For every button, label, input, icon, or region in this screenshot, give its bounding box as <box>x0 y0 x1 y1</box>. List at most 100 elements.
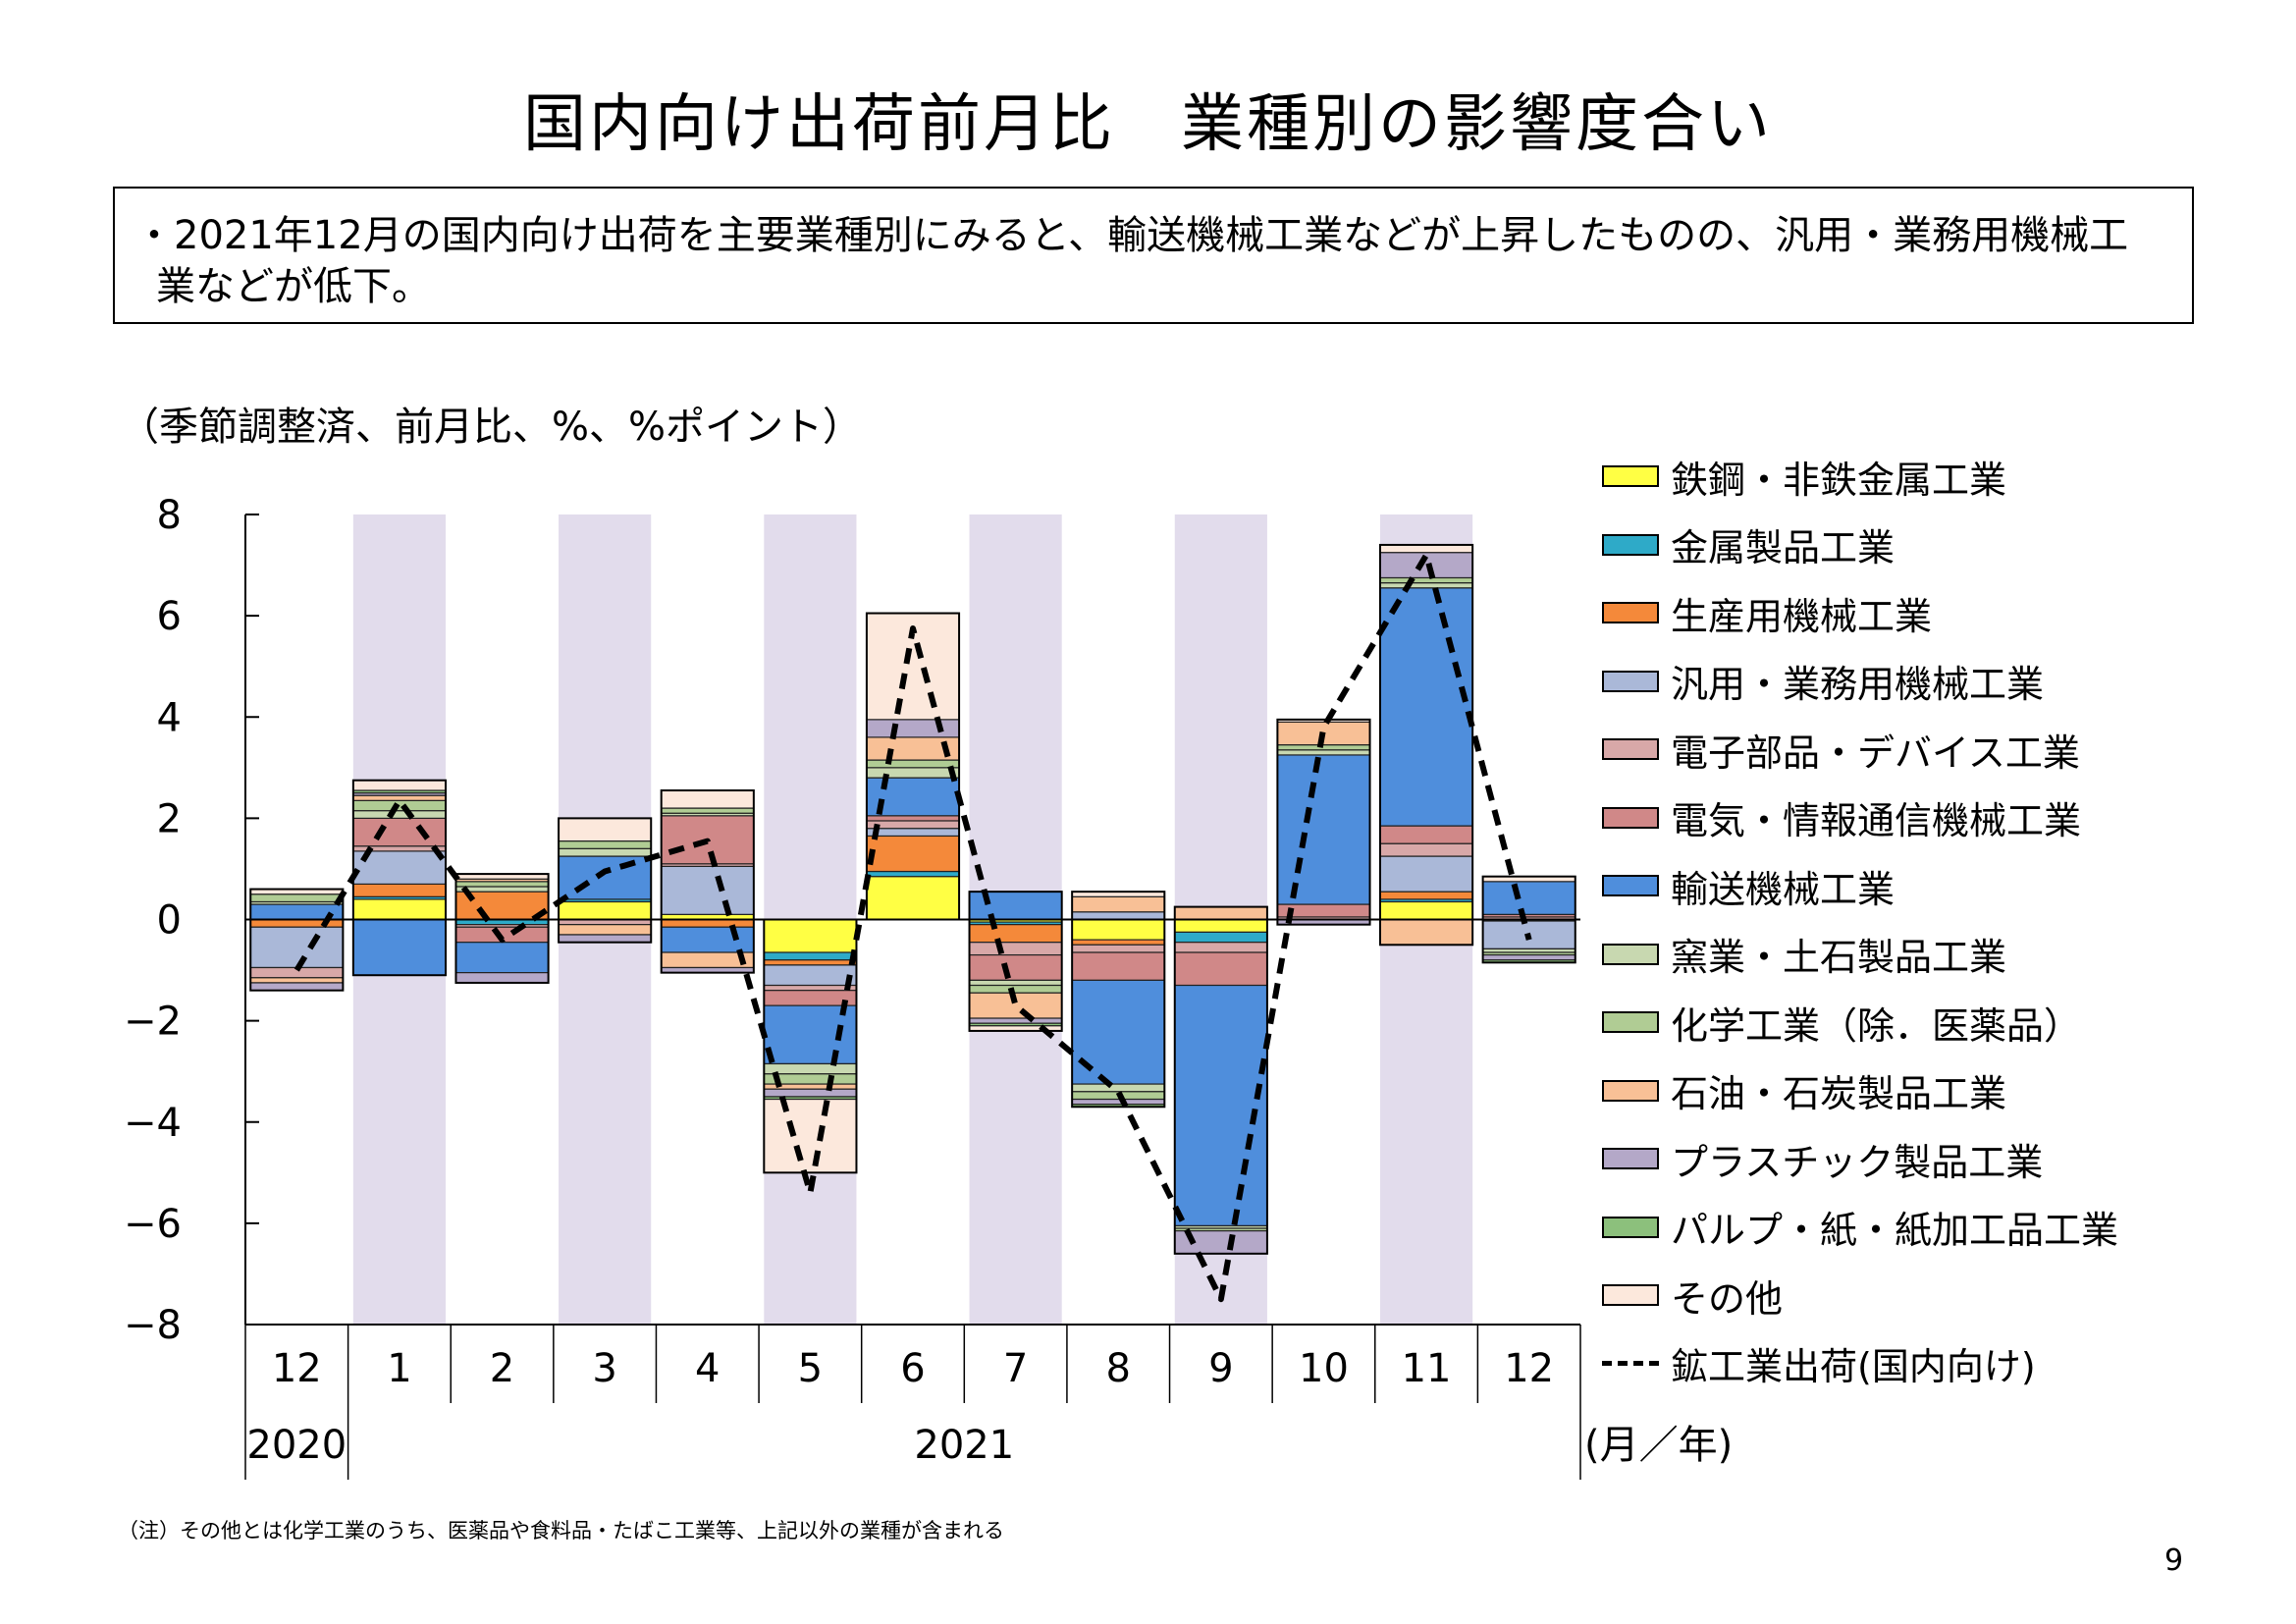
bar-segment-s0-c1 <box>352 898 447 921</box>
legend-item-line: 鉱工業出荷(国内向け) <box>1602 1341 2036 1388</box>
legend-label: 窯業・土石製品工業 <box>1671 936 2007 979</box>
y-tick-label: 2 <box>157 796 182 841</box>
legend-label: 化学工業（除．医薬品） <box>1671 1003 2082 1048</box>
x-tick-label: 11 <box>1402 1346 1452 1391</box>
y-tick-label: −6 <box>124 1202 182 1247</box>
bar-segment-s6-c4 <box>661 926 755 953</box>
y-tick-label: −2 <box>124 1000 182 1045</box>
legend-item: 生産用機械工業 <box>1602 590 1932 638</box>
bar-segment-s5-c8 <box>1071 951 1165 981</box>
x-tick-label: 5 <box>798 1346 823 1391</box>
bar-segment-s1-c6 <box>866 870 960 878</box>
bar-segment-s4-c11 <box>1379 842 1473 857</box>
legend-label: 汎用・業務用機械工業 <box>1671 663 2045 706</box>
bar-segment-s2-c6 <box>866 835 960 873</box>
bar-segment-s12-c5 <box>763 1098 858 1173</box>
bar-segment-s8-c11 <box>1379 576 1473 584</box>
x-tick-label: 2 <box>490 1346 514 1391</box>
bar-segment-s8-c0 <box>249 893 344 903</box>
footnote: （注）その他とは化学工業のうち、医薬品や食料品・たばこ工業等、上記以外の業種が含… <box>118 1519 1004 1543</box>
legend-item: 窯業・土石製品工業 <box>1602 932 2006 979</box>
bar-segment-s0-c8 <box>1071 918 1165 941</box>
y-tick-label: −8 <box>124 1303 182 1348</box>
legend-swatch <box>1602 670 1659 692</box>
total-shipments-line <box>294 552 1532 1303</box>
bar-segment-s10-c2 <box>454 972 550 984</box>
bar-segment-s4-c9 <box>1174 942 1268 953</box>
bar-segment-s1-c5 <box>763 951 858 961</box>
legend-item: 電子部品・デバイス工業 <box>1602 727 2080 775</box>
bar-segment-s6-c11 <box>1379 587 1473 827</box>
legend-label: 輸送機械工業 <box>1671 867 1896 911</box>
bar-segment-s10-c3 <box>558 934 652 944</box>
x-tick-label: 1 <box>387 1346 411 1391</box>
legend-swatch <box>1602 943 1659 965</box>
bar-segment-s3-c8 <box>1071 911 1165 921</box>
bar-segment-s5-c1 <box>352 817 447 847</box>
bar-segment-s4-c6 <box>866 820 960 830</box>
x-tick-label: 8 <box>1106 1346 1131 1391</box>
bar-segment-s0-c9 <box>1174 918 1268 933</box>
summary-box: ・2021年12月の国内向け出荷を主要業種別にみると、輸送機械工業などが上昇した… <box>113 187 2194 324</box>
bar-segment-s12-c4 <box>661 789 755 809</box>
bar-segment-s3-c5 <box>763 964 858 987</box>
bar-segment-s5-c7 <box>968 953 1063 981</box>
legend-label: 電子部品・デバイス工業 <box>1671 731 2080 775</box>
bar-segment-s8-c2 <box>454 881 550 888</box>
year-label-2020: 2020 <box>246 1423 347 1468</box>
legend-swatch <box>1602 1216 1659 1238</box>
legend-item: 化学工業（除．医薬品） <box>1602 1000 2081 1048</box>
y-tick-label: 0 <box>157 898 182 944</box>
bar-segment-s6-c10 <box>1276 754 1371 905</box>
legend-label: 鉱工業出荷(国内向け) <box>1671 1345 2036 1388</box>
bar-segment-s9-c3 <box>558 924 652 936</box>
bar-segment-s2-c11 <box>1379 891 1473 900</box>
x-tick-label: 9 <box>1208 1346 1233 1391</box>
x-tick-label: 6 <box>900 1346 925 1391</box>
unit-note: （季節調整済、前月比、%、%ポイント） <box>120 405 863 450</box>
bar-segment-s3-c0 <box>249 926 344 969</box>
bar-segment-s6-c3 <box>558 855 652 900</box>
bar-segment-s1-c9 <box>1174 931 1268 944</box>
bar-segment-s12-c1 <box>352 780 447 791</box>
legend-item: パルプ・紙・紙加工品工業 <box>1602 1205 2118 1252</box>
bar-segment-s2-c5 <box>763 959 858 966</box>
legend-swatch <box>1602 738 1659 760</box>
y-tick-label: 6 <box>157 594 182 639</box>
y-tick-label: −4 <box>124 1101 182 1146</box>
bar-segment-s0-c6 <box>866 876 960 921</box>
bar-segment-s9-c9 <box>1174 906 1268 921</box>
bar-segment-s0-c11 <box>1379 900 1473 921</box>
bar-segment-s12-c3 <box>558 817 652 842</box>
bar-segment-s10-c8 <box>1071 1098 1165 1106</box>
bar-segment-s6-c8 <box>1071 979 1165 1085</box>
bar-segment-s9-c1 <box>352 794 447 801</box>
bar-segment-s7-c7 <box>968 979 1063 987</box>
x-tick-label: 3 <box>592 1346 616 1391</box>
bar-segment-s4-c8 <box>1071 944 1165 953</box>
x-tick-label: 12 <box>1504 1346 1554 1391</box>
legend-label: 生産用機械工業 <box>1671 594 1933 638</box>
axis-unit-label: (月／年) <box>1584 1423 1733 1468</box>
x-tick-label: 12 <box>272 1346 322 1391</box>
x-tick-label: 10 <box>1299 1346 1349 1391</box>
bar-segment-s7-c3 <box>558 847 652 857</box>
y-tick-label: 4 <box>157 695 182 740</box>
bar-segment-s5-c6 <box>866 815 960 822</box>
legend-item: プラスチック製品工業 <box>1602 1136 2043 1184</box>
legend-swatch <box>1602 602 1659 623</box>
legend-label: 金属製品工業 <box>1671 526 1896 569</box>
bar-segment-s7-c2 <box>454 886 550 893</box>
legend-swatch <box>1602 465 1659 487</box>
legend-item: 金属製品工業 <box>1602 522 1895 569</box>
bar-segment-s4-c5 <box>763 984 858 992</box>
bar-segment-s8-c6 <box>866 759 960 769</box>
bar-segment-s8-c7 <box>968 984 1063 994</box>
bar-segment-s7-c1 <box>352 810 447 819</box>
legend-swatch <box>1602 1079 1659 1102</box>
bar-segment-s3-c4 <box>661 865 755 915</box>
legend-swatch <box>1602 1284 1659 1306</box>
page-title: 国内向け出荷前月比 業種別の影響度合い <box>523 88 1773 161</box>
legend-item: 鉄鋼・非鉄金属工業 <box>1602 454 2006 502</box>
